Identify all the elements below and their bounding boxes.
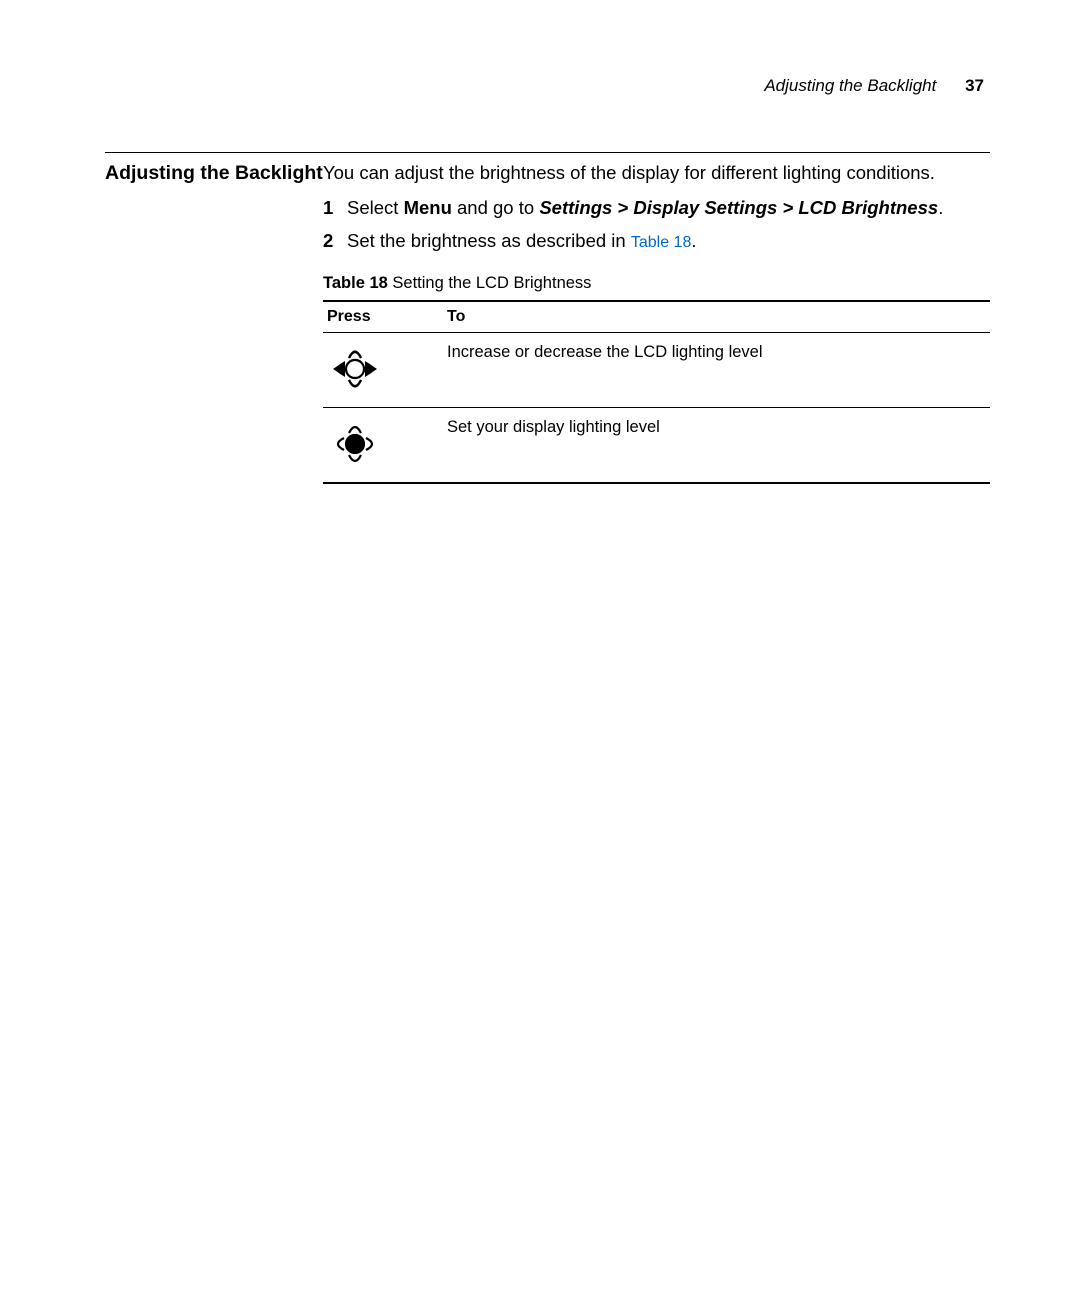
running-title: Adjusting the Backlight	[764, 76, 936, 95]
col-to: To	[443, 301, 990, 332]
table-label: Table 18	[323, 274, 388, 292]
row-desc: Set your display lighting level	[443, 407, 990, 483]
table-title: Setting the LCD Brightness	[388, 274, 592, 292]
page-number: 37	[965, 76, 984, 95]
dpad-left-right-icon	[327, 341, 383, 393]
section-heading: Adjusting the Backlight	[105, 161, 323, 484]
step-text: Set the brightness as described in	[347, 230, 631, 251]
running-header: Adjusting the Backlight 37	[105, 76, 990, 96]
intro-paragraph: You can adjust the brightness of the dis…	[323, 161, 990, 186]
step-text: and go to	[452, 197, 539, 218]
step-text: .	[938, 197, 943, 218]
table-caption: Table 18 Setting the LCD Brightness	[323, 272, 990, 294]
table-18-link[interactable]: Table 18	[631, 234, 692, 251]
steps-list: Select Menu and go to Settings > Display…	[323, 196, 990, 254]
dpad-center-icon	[327, 416, 383, 468]
row-desc: Increase or decrease the LCD lighting le…	[443, 332, 990, 407]
step-text: Select	[347, 197, 404, 218]
lcd-brightness-table: Press To	[323, 300, 990, 484]
step-text: .	[691, 230, 696, 251]
col-press: Press	[323, 301, 443, 332]
step-1: Select Menu and go to Settings > Display…	[323, 196, 990, 221]
menu-bold: Menu	[404, 197, 452, 218]
table-row: Increase or decrease the LCD lighting le…	[323, 332, 990, 407]
nav-path: Settings > Display Settings > LCD Bright…	[539, 197, 938, 218]
step-2: Set the brightness as described in Table…	[323, 229, 990, 254]
table-row: Set your display lighting level	[323, 407, 990, 483]
